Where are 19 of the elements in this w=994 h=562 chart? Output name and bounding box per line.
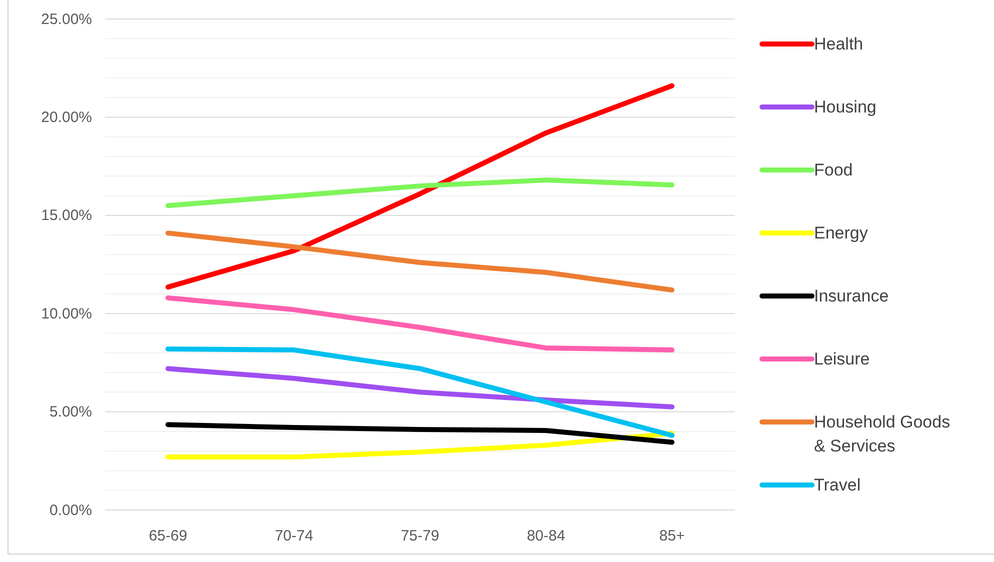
y-tick-label: 25.00% (41, 10, 92, 28)
x-tick-label: 70-74 (274, 528, 314, 545)
legend-label: Household Goods & Services (814, 412, 950, 456)
x-tick-label: 80-84 (526, 528, 566, 545)
legend-label: Travel (814, 476, 861, 494)
y-tick-label: 5.00% (49, 404, 92, 421)
legend-label: Food (814, 160, 853, 180)
y-tick-label: 15.00% (41, 207, 92, 224)
y-tick-label: 0.00% (49, 502, 92, 519)
y-tick-label: 20.00% (41, 109, 92, 126)
legend-label: Housing (814, 98, 876, 116)
legend-label: Health (814, 34, 864, 54)
x-tick-label: 65-69 (148, 528, 188, 545)
x-tick-label: 75-79 (400, 528, 440, 545)
y-tick-label: 10.00% (41, 305, 92, 322)
legend-label: Leisure (814, 350, 870, 368)
legend-label: Insurance (814, 286, 889, 306)
legend-label: Energy (814, 224, 868, 242)
x-tick-label: 85+ (659, 528, 685, 545)
